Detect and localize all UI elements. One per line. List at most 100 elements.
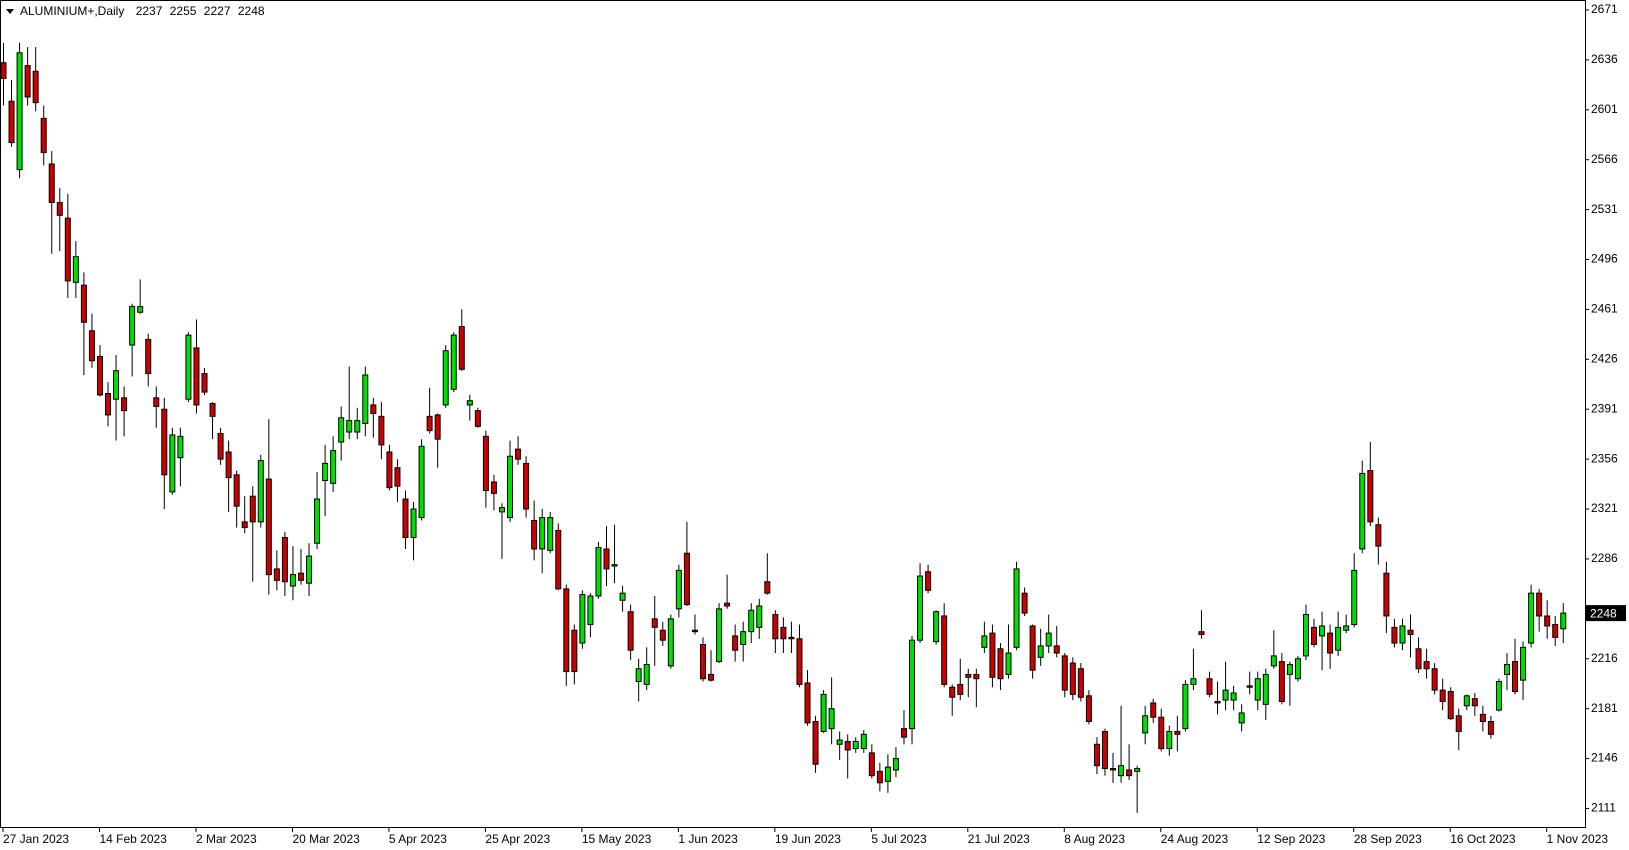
candle-body (1005, 652, 1012, 675)
chart-header: ALUMINIUM+,Daily 2237 2255 2227 2248 (20, 4, 265, 18)
candle-body (595, 547, 602, 597)
y-tick-label: 2531 (1591, 202, 1618, 216)
x-tick-label: 25 Apr 2023 (485, 832, 550, 846)
candle-body (820, 693, 827, 732)
candle-body (1150, 702, 1157, 718)
x-tick-label: 14 Feb 2023 (99, 832, 167, 846)
candle-body (161, 408, 168, 476)
x-tick-label: 28 Sep 2023 (1354, 832, 1422, 846)
candle-body (949, 686, 956, 698)
candle-body (346, 420, 353, 433)
candle-body (619, 592, 626, 601)
y-tick-label: 2636 (1591, 52, 1618, 66)
candle-body (1093, 743, 1100, 767)
candle-body (531, 519, 538, 550)
candle-body (1182, 683, 1189, 730)
candle-body (193, 347, 200, 406)
candle-body (941, 615, 948, 685)
candle-body (113, 370, 120, 400)
candle-body (852, 740, 859, 750)
candle-body (201, 373, 208, 393)
y-tick-label: 2426 (1591, 351, 1618, 365)
price-tag-label: 2248 (1590, 606, 1617, 620)
candle-body (96, 355, 103, 396)
candle-body (1286, 663, 1293, 675)
candle-body (764, 581, 771, 594)
candle-body (1069, 662, 1076, 695)
candle-body (1343, 625, 1350, 631)
candle-body (442, 350, 449, 406)
y-tick-label: 2321 (1591, 501, 1618, 515)
candle-body (265, 478, 272, 576)
candle-body (1222, 689, 1229, 701)
candle-body (1423, 661, 1430, 670)
last-open: 2237 (136, 4, 163, 18)
candle-body (16, 52, 23, 171)
candle-body (884, 766, 891, 782)
candle-body (748, 609, 755, 633)
candle-body (836, 739, 843, 745)
candle-body (708, 673, 715, 681)
candle-body (48, 163, 55, 203)
candle-body (1045, 632, 1052, 647)
candle-body (410, 508, 417, 539)
candle-body (772, 614, 779, 640)
candle-body (8, 100, 15, 144)
candle-body (1552, 624, 1559, 638)
candle-body (1021, 592, 1028, 614)
candle-body (185, 334, 192, 400)
candle-body (1238, 712, 1245, 724)
candle-body (1302, 614, 1309, 657)
candle-body (273, 568, 280, 581)
candle-body (1270, 655, 1277, 667)
candle-body (563, 588, 570, 673)
candle-body (330, 450, 337, 484)
candle-body (740, 631, 747, 645)
candle-body (635, 668, 642, 683)
candle-body (209, 403, 216, 417)
candle-body (490, 481, 497, 494)
candle-body (1061, 655, 1068, 691)
candle-body (1335, 626, 1342, 651)
last-close: 2248 (238, 4, 265, 18)
candle-body (233, 474, 240, 507)
candle-body (1415, 648, 1422, 670)
candle-body (1029, 625, 1036, 671)
candle-body (1190, 678, 1197, 685)
candle-body (1560, 612, 1567, 630)
candle-body (643, 663, 650, 685)
x-tick-label: 1 Jun 2023 (678, 832, 738, 846)
candle-body (957, 683, 964, 695)
candle-body (571, 629, 578, 673)
candle-body (225, 451, 232, 479)
candle-body (965, 673, 972, 678)
candle-body (24, 65, 31, 98)
candle-body (450, 334, 457, 390)
x-tick-label: 21 Jul 2023 (968, 832, 1030, 846)
candle-body (1351, 569, 1358, 626)
candle-body (1110, 768, 1117, 771)
candle-body (177, 435, 184, 459)
y-tick-label: 2286 (1591, 551, 1618, 565)
candle-body (1037, 645, 1044, 658)
candle-body (281, 537, 288, 583)
candle-body (129, 306, 136, 346)
candle-body (466, 400, 473, 406)
y-tick-label: 2356 (1591, 451, 1618, 465)
candle-body (1479, 713, 1486, 722)
candle-body (1359, 472, 1366, 550)
menu-triangle (6, 9, 14, 14)
candle-body (1503, 663, 1510, 675)
candle-body (32, 70, 39, 104)
candle-body (474, 410, 481, 427)
y-tick-label: 2111 (1591, 801, 1616, 815)
candle-body (145, 338, 152, 375)
y-tick-label: 2671 (1591, 2, 1618, 16)
x-tick-label: 15 May 2023 (582, 832, 652, 846)
candle-body (1246, 685, 1253, 688)
candle-body (306, 555, 313, 584)
candle-body (1198, 631, 1205, 636)
x-tick-label: 27 Jan 2023 (3, 832, 69, 846)
candle-body (547, 517, 554, 551)
